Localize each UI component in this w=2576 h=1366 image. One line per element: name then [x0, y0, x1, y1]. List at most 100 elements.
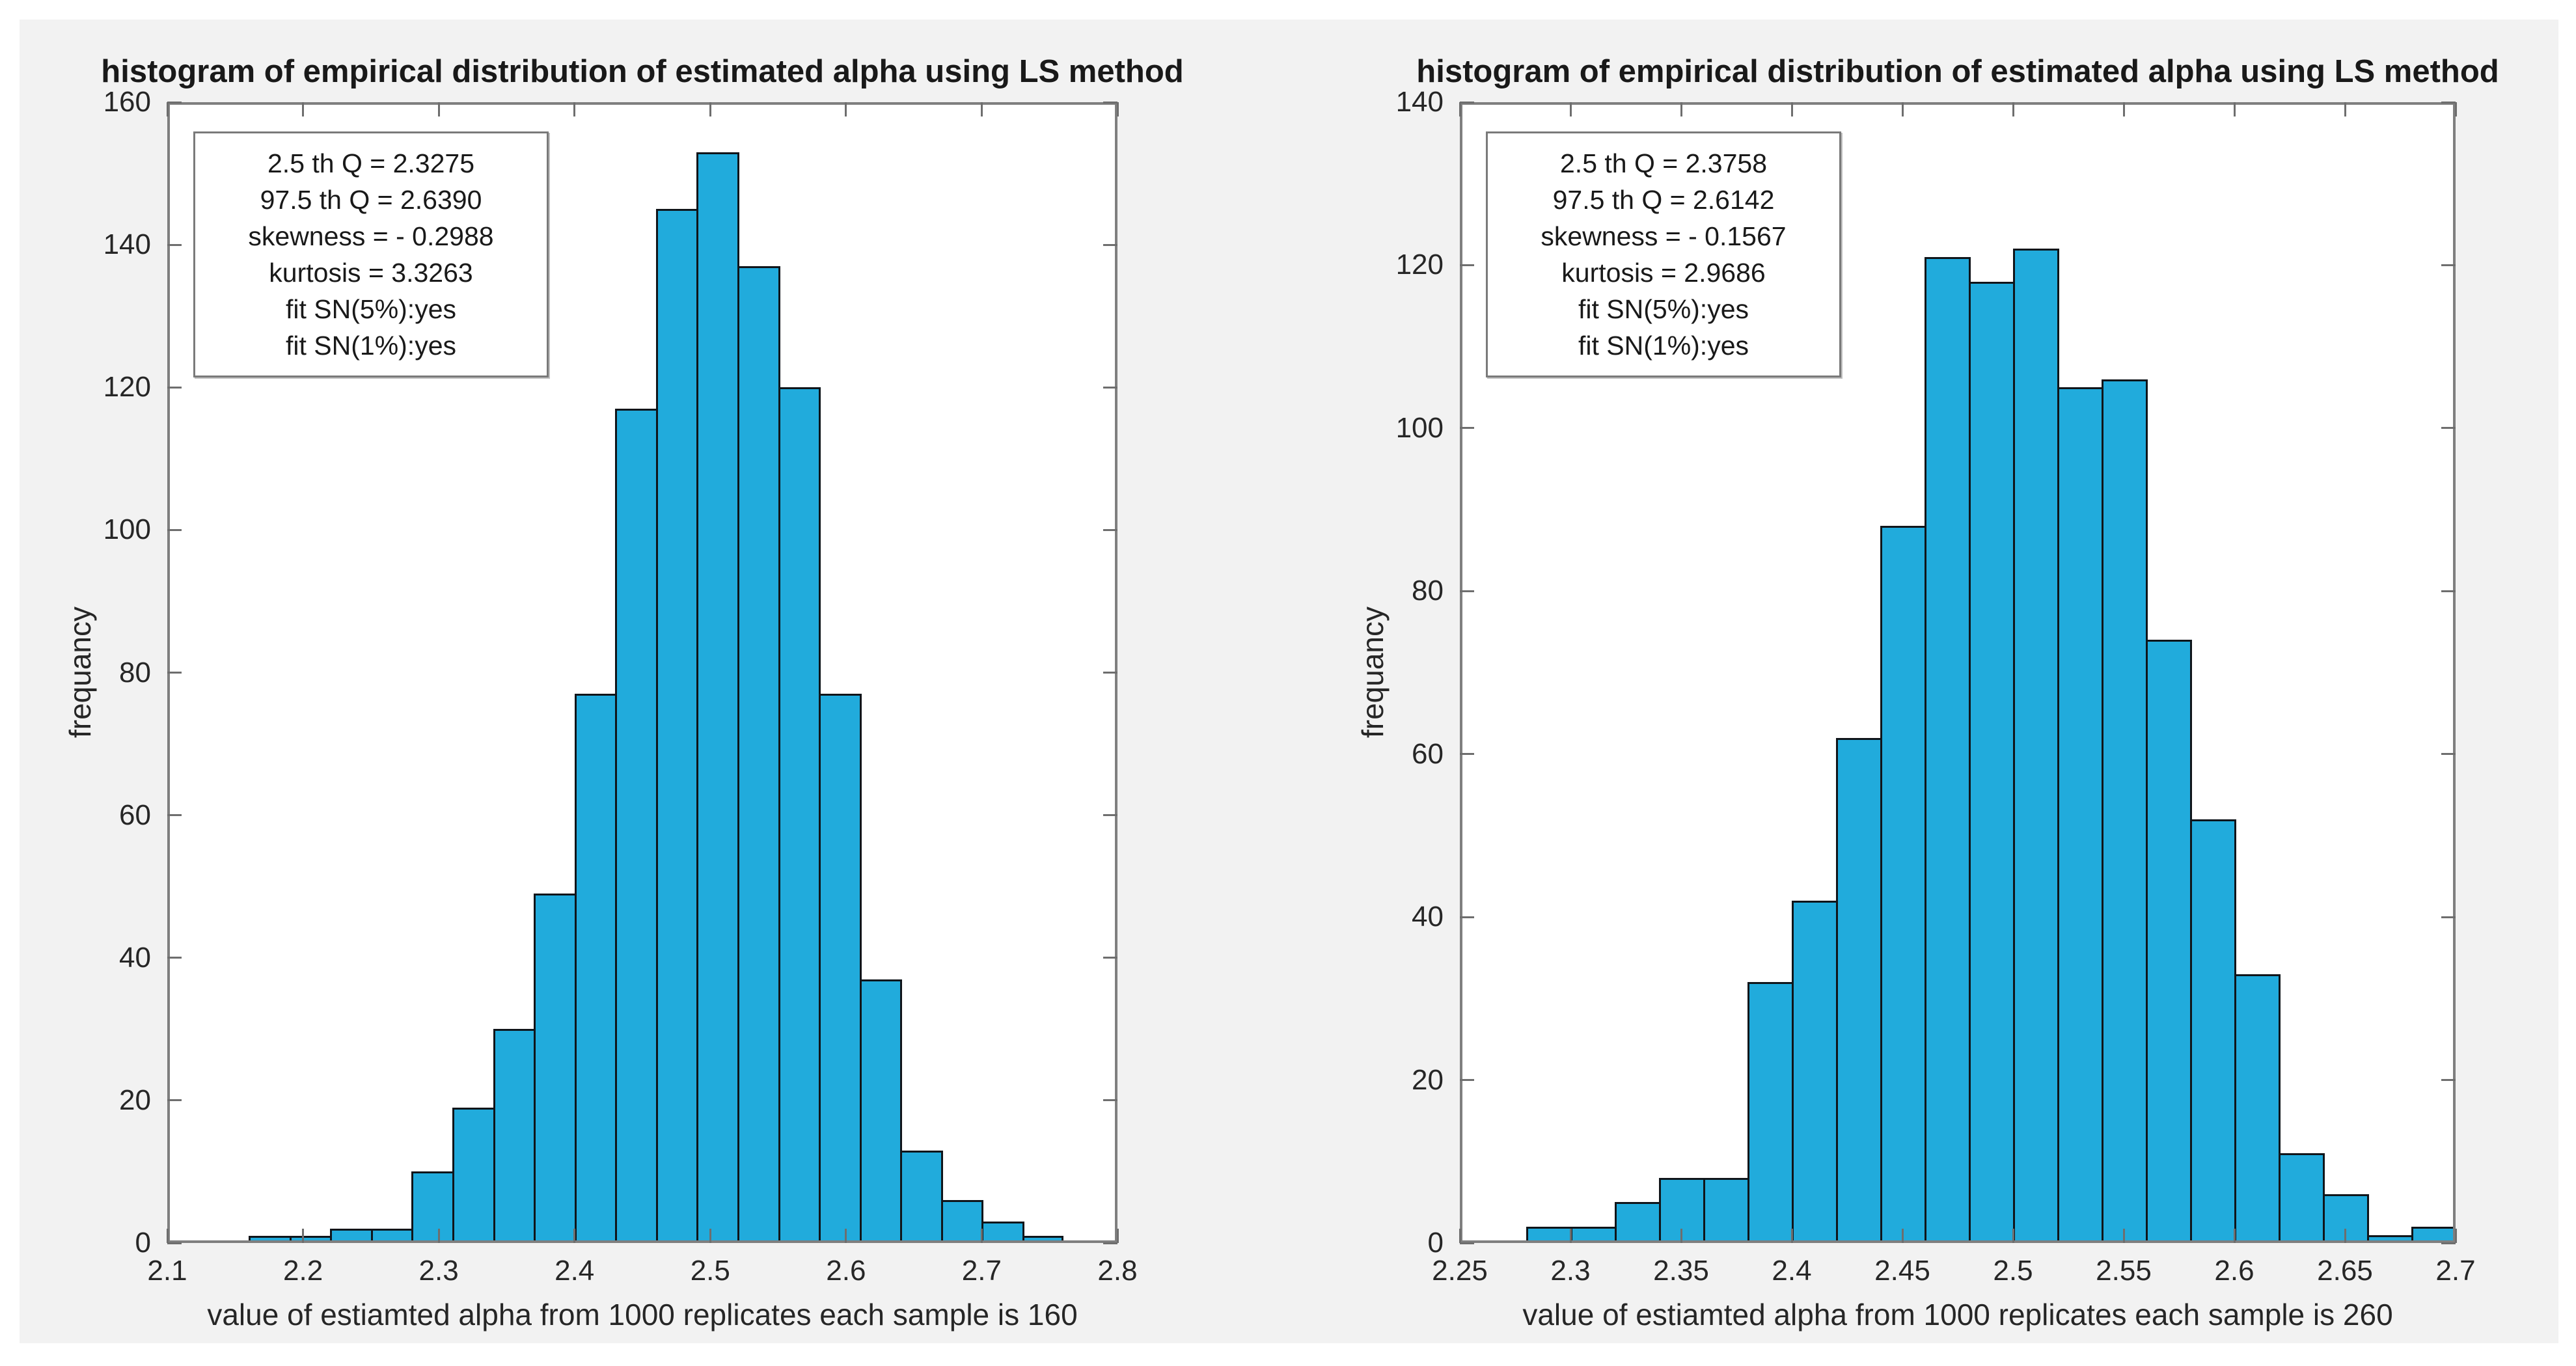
- x-tick-mark: [573, 102, 576, 116]
- y-tick-mark: [167, 957, 182, 959]
- y-tick-label: 80: [119, 656, 151, 689]
- x-tick-mark: [980, 1229, 983, 1243]
- x-tick-label: 2.1: [147, 1255, 187, 1287]
- stats-annotation-box: 2.5 th Q = 2.3275 97.5 th Q = 2.6390 skewn…: [193, 131, 549, 377]
- histogram-bar: [534, 894, 577, 1243]
- x-tick-mark: [1901, 1229, 1904, 1243]
- x-tick-mark: [1790, 1229, 1793, 1243]
- histogram-bar: [2411, 1227, 2456, 1243]
- histogram-bar: [1747, 982, 1794, 1243]
- y-tick-label: 60: [1412, 737, 1444, 770]
- x-axis-label: value of estiamted alpha from 1000 repli…: [1522, 1298, 2393, 1332]
- x-tick-label: 2.45: [1874, 1255, 1930, 1287]
- y-tick-mark: [167, 1099, 182, 1102]
- y-tick-mark: [1103, 1099, 1117, 1102]
- x-tick-mark: [1790, 102, 1793, 116]
- y-tick-mark: [2441, 427, 2456, 430]
- y-tick-label: 20: [1412, 1063, 1444, 1096]
- plot-area: 2.1 2.2 2.3 2.4 2.5 2.6 2.7 2.8 0 20 40 60 80 100 120 1…: [103, 86, 1138, 1287]
- x-tick-mark: [709, 1229, 711, 1243]
- y-tick-label: 20: [119, 1084, 151, 1116]
- x-tick-mark: [2344, 1229, 2346, 1243]
- x-tick-mark: [2122, 102, 2125, 116]
- y-tick-mark: [2441, 101, 2456, 103]
- x-tick-label: 2.7: [961, 1255, 1002, 1287]
- x-tick-label: 2.6: [826, 1255, 866, 1287]
- stats-annotation-line: skewness = - 0.2988: [248, 221, 494, 251]
- y-tick-label: 140: [103, 228, 151, 261]
- histogram-bar: [411, 1171, 454, 1243]
- x-tick-mark: [1459, 102, 1461, 116]
- x-tick-mark: [2012, 102, 2014, 116]
- histogram-bar: [1703, 1177, 1749, 1243]
- chart-title: histogram of empirical distribution of e…: [1416, 54, 2499, 89]
- x-tick-mark: [2122, 1229, 2125, 1243]
- y-tick-mark: [2441, 264, 2456, 266]
- histogram-bar: [2190, 819, 2236, 1243]
- x-tick-mark: [845, 1229, 847, 1243]
- histogram-bar: [1659, 1177, 1705, 1243]
- x-tick-label: 2.8: [1097, 1255, 1138, 1287]
- x-tick-mark: [1680, 1229, 1682, 1243]
- x-tick-mark: [302, 1229, 305, 1243]
- y-axis-label: frequancy: [1356, 606, 1390, 739]
- x-axis-label: value of estiamted alpha from 1000 repli…: [207, 1298, 1078, 1332]
- y-tick-mark: [1460, 1242, 1474, 1244]
- x-tick-mark: [1459, 1229, 1461, 1243]
- stats-annotation-line: 97.5 th Q = 2.6390: [260, 185, 482, 215]
- histogram-bar: [2323, 1194, 2369, 1243]
- histogram-bar: [1792, 901, 1838, 1243]
- histogram-bar: [655, 209, 699, 1243]
- x-tick-mark: [2233, 102, 2236, 116]
- y-tick-mark: [1460, 264, 1474, 266]
- y-tick-mark: [2441, 590, 2456, 592]
- histogram-bar: [981, 1222, 1024, 1243]
- y-tick-mark: [2441, 1079, 2456, 1082]
- y-tick-label: 60: [119, 799, 151, 831]
- y-tick-mark: [1103, 672, 1117, 674]
- y-tick-label: 160: [103, 86, 151, 118]
- x-tick-label: 2.3: [1550, 1255, 1591, 1287]
- y-tick-mark: [167, 814, 182, 817]
- x-tick-mark: [573, 1229, 576, 1243]
- y-tick-mark: [1103, 386, 1117, 389]
- stats-annotation-line: fit SN(1%):yes: [1578, 331, 1749, 361]
- x-tick-label: 2.2: [283, 1255, 323, 1287]
- x-tick-mark: [1116, 1229, 1119, 1243]
- x-tick-label: 2.5: [690, 1255, 730, 1287]
- x-tick-label: 2.7: [2435, 1255, 2476, 1287]
- histogram-bar: [2146, 640, 2192, 1243]
- y-tick-mark: [1103, 1242, 1117, 1244]
- stats-annotation-line: 2.5 th Q = 2.3275: [267, 148, 474, 178]
- y-tick-mark: [1103, 528, 1117, 531]
- stats-annotation-line: fit SN(5%):yes: [1578, 294, 1749, 324]
- histogram-bar: [615, 409, 658, 1243]
- y-tick-mark: [167, 528, 182, 531]
- histogram-bar: [1022, 1236, 1063, 1243]
- y-tick-label: 40: [119, 941, 151, 974]
- y-tick-label: 100: [1395, 411, 1444, 444]
- histogram-bar: [696, 152, 739, 1243]
- stats-annotation-line: 97.5 th Q = 2.6142: [1552, 185, 1775, 215]
- x-tick-mark: [1116, 102, 1119, 116]
- histogram-bar: [1615, 1202, 1661, 1243]
- y-tick-label: 140: [1395, 86, 1444, 118]
- x-tick-label: 2.25: [1432, 1255, 1488, 1287]
- histogram-bar: [249, 1236, 292, 1243]
- y-tick-mark: [1460, 916, 1474, 918]
- y-tick-label: 100: [103, 513, 151, 546]
- x-tick-mark: [1569, 102, 1572, 116]
- y-tick-label: 0: [135, 1227, 151, 1259]
- x-tick-mark: [166, 1229, 169, 1243]
- x-tick-mark: [166, 102, 169, 116]
- y-tick-mark: [1460, 1079, 1474, 1082]
- histogram-bar: [574, 694, 618, 1243]
- x-tick-mark: [2454, 102, 2457, 116]
- x-tick-label: 2.55: [2096, 1255, 2152, 1287]
- x-tick-label: 2.5: [1993, 1255, 2033, 1287]
- x-tick-label: 2.6: [2214, 1255, 2254, 1287]
- y-tick-label: 0: [1427, 1227, 1444, 1259]
- x-tick-mark: [1680, 102, 1682, 116]
- stats-annotation-box: 2.5 th Q = 2.3758 97.5 th Q = 2.6142 skewn…: [1486, 131, 1841, 377]
- y-tick-mark: [2441, 753, 2456, 756]
